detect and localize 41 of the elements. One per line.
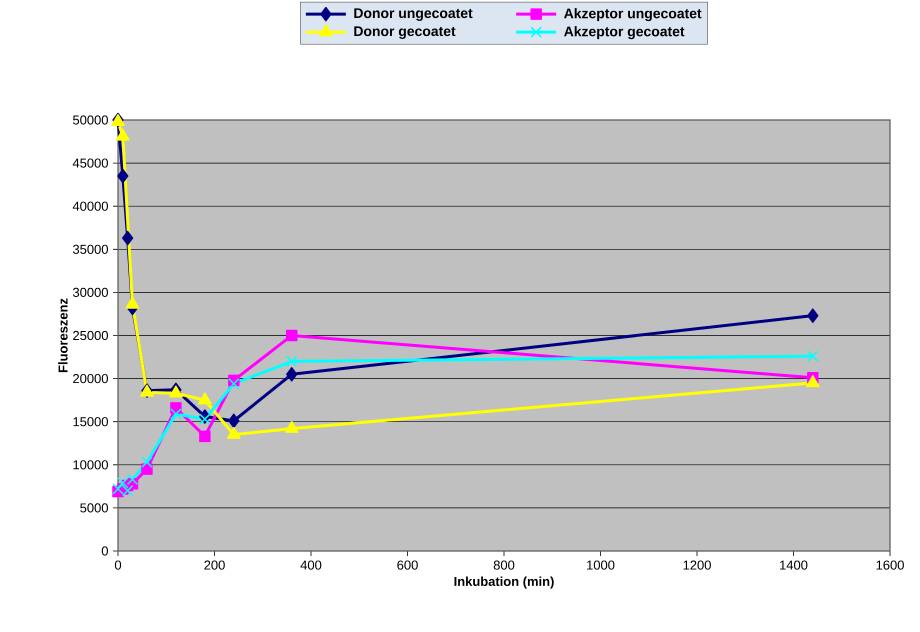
y-tick-label: 15000 (73, 417, 108, 426)
legend-label: Donor ungecoatet (354, 8, 473, 21)
y-tick-label: 35000 (72, 244, 108, 254)
x-tick-label: 0 (114, 560, 122, 570)
point (228, 378, 240, 390)
point (117, 168, 128, 184)
point (286, 367, 298, 382)
point (807, 350, 819, 362)
y-tick-label: 50000 (72, 115, 108, 125)
y-tick-label: 30000 (72, 288, 108, 297)
x-tick-label: 400 (300, 560, 322, 570)
point (286, 330, 298, 342)
point (228, 414, 240, 428)
legend-label: Donor gecoatet (354, 26, 456, 39)
y-tick-label: 40000 (72, 202, 108, 211)
point (116, 128, 130, 141)
legend-label: Akzeptor gecoatet (564, 26, 684, 40)
x-tick-label: 1400 (780, 560, 808, 570)
y-tick-label: 25000 (73, 330, 108, 340)
point (199, 413, 211, 425)
x-tick-label: 1000 (587, 560, 614, 570)
point (169, 386, 183, 398)
legend-label: Akzeptor ungecoatet (564, 8, 702, 22)
y-tick-label: 10000 (73, 460, 108, 470)
y-tick-label: 5000 (80, 503, 108, 512)
point (141, 456, 153, 468)
y-tick-label: 45000 (72, 158, 108, 168)
point (286, 356, 298, 368)
x-tick-label: 200 (204, 560, 225, 570)
point (122, 230, 134, 246)
x-tick-label: 1200 (684, 560, 711, 570)
y-axis-title: Fluoreszenz (58, 298, 68, 372)
point (170, 408, 182, 420)
point (199, 430, 211, 442)
x-tick-label: 600 (397, 560, 418, 570)
y-tick-label: 0 (102, 546, 108, 556)
x-tick-label: 800 (494, 560, 514, 570)
x-axis-title: Inkubation (min) (454, 576, 554, 589)
y-tick-label: 20000 (73, 374, 108, 384)
point (807, 308, 818, 323)
x-tick-label: 1600 (876, 560, 904, 570)
